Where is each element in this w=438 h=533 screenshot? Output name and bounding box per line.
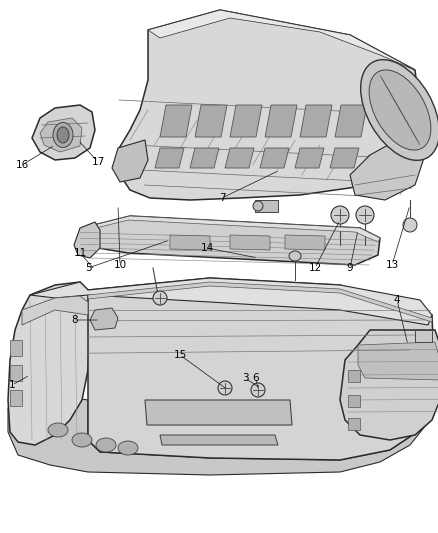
Polygon shape [10,390,22,406]
Text: 14: 14 [200,243,214,253]
Text: 17: 17 [92,157,105,167]
Text: 1: 1 [9,380,15,390]
Ellipse shape [253,201,263,211]
Text: 16: 16 [15,160,28,170]
Polygon shape [300,105,332,137]
Text: 15: 15 [173,350,187,360]
Ellipse shape [251,383,265,397]
Polygon shape [8,390,435,475]
Polygon shape [348,395,360,407]
Polygon shape [74,222,100,258]
Text: 8: 8 [72,315,78,325]
Polygon shape [330,148,359,168]
Text: 12: 12 [308,263,321,273]
Ellipse shape [57,127,69,143]
Polygon shape [145,400,292,425]
Polygon shape [230,235,270,250]
Polygon shape [30,278,432,325]
Ellipse shape [403,218,417,232]
Polygon shape [8,282,90,445]
Text: 6: 6 [253,373,259,383]
Ellipse shape [96,438,116,452]
Polygon shape [32,105,95,160]
Ellipse shape [369,70,431,150]
Polygon shape [148,10,415,70]
Polygon shape [350,130,425,200]
Polygon shape [160,105,192,137]
Polygon shape [22,296,88,325]
Polygon shape [155,148,184,168]
Polygon shape [265,105,297,137]
Polygon shape [80,216,380,265]
Polygon shape [170,235,210,250]
Polygon shape [118,10,420,200]
Ellipse shape [118,441,138,455]
Polygon shape [160,435,278,445]
Polygon shape [255,200,278,212]
Polygon shape [295,148,324,168]
Text: 9: 9 [347,263,353,273]
Ellipse shape [48,423,68,437]
Text: 10: 10 [113,260,127,270]
Ellipse shape [53,123,73,148]
Polygon shape [88,282,432,322]
Polygon shape [80,216,380,242]
Polygon shape [415,330,432,342]
Polygon shape [348,370,360,382]
Polygon shape [190,148,219,168]
Ellipse shape [331,206,349,224]
Text: 7: 7 [219,193,225,203]
Text: 4: 4 [394,295,400,305]
Ellipse shape [360,60,438,160]
Ellipse shape [356,206,374,224]
Polygon shape [88,278,435,460]
Polygon shape [225,148,254,168]
Polygon shape [358,342,438,380]
Polygon shape [40,118,82,152]
Text: 3: 3 [242,373,248,383]
Polygon shape [10,340,22,356]
Polygon shape [335,105,367,137]
Polygon shape [230,105,262,137]
Polygon shape [90,308,118,330]
Text: 13: 13 [385,260,399,270]
Polygon shape [260,148,289,168]
Text: 5: 5 [85,263,91,273]
Polygon shape [285,235,325,250]
Polygon shape [112,140,148,182]
Ellipse shape [72,433,92,447]
Ellipse shape [218,381,232,395]
Polygon shape [340,330,438,440]
Polygon shape [348,418,360,430]
Ellipse shape [289,251,301,261]
Polygon shape [10,365,22,381]
Polygon shape [195,105,227,137]
Text: 11: 11 [74,248,87,258]
Ellipse shape [153,291,167,305]
